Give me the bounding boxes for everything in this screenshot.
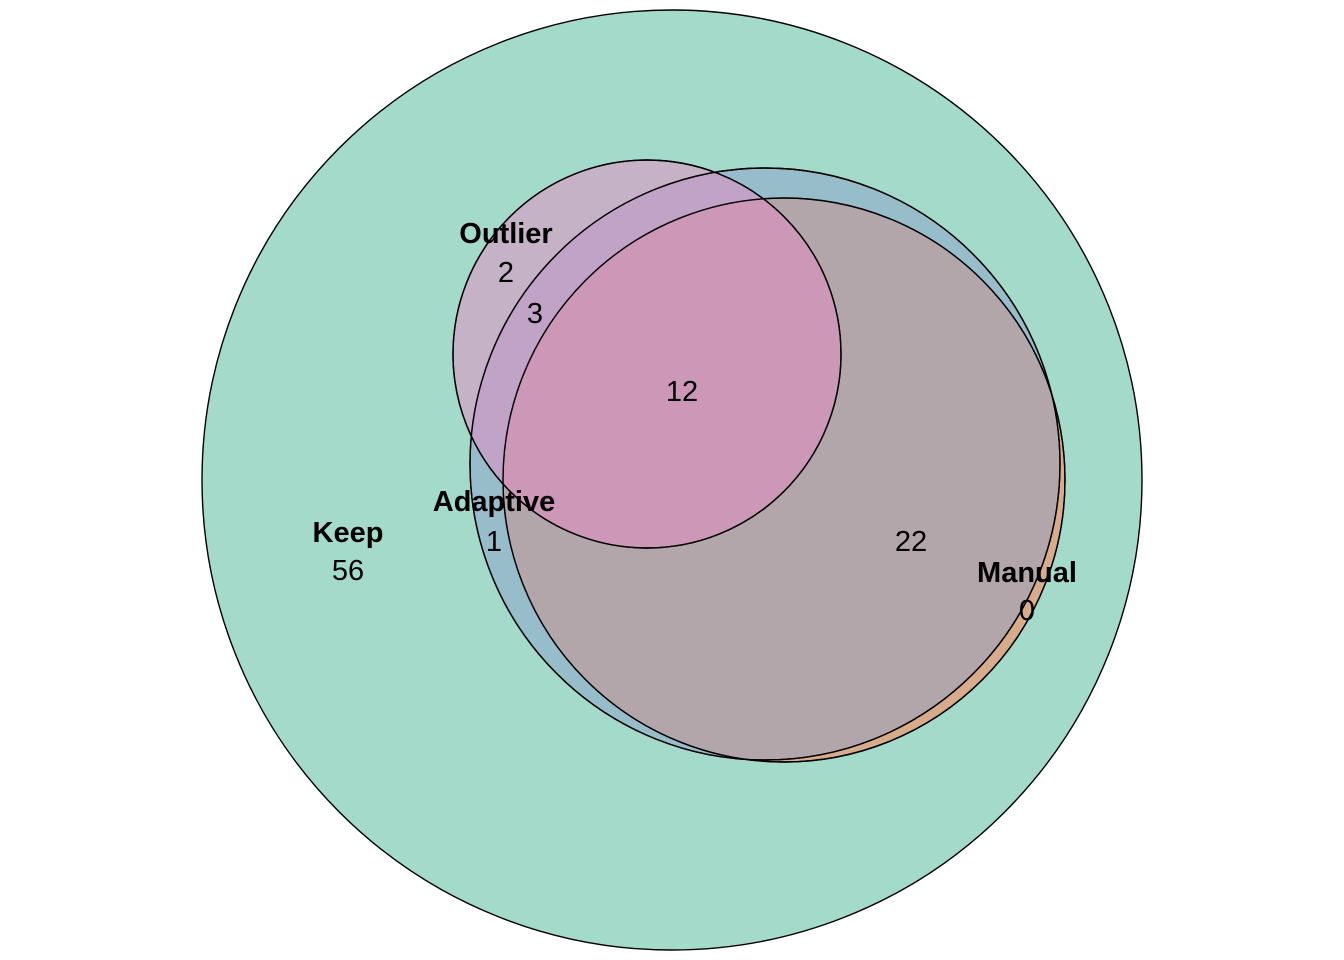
set-label-manual: Manual xyxy=(977,557,1077,589)
set-manual-outline xyxy=(502,197,1066,763)
count-outlier-adaptive: 3 xyxy=(527,298,543,330)
count-outlier-only: 2 xyxy=(498,257,514,289)
count-adaptive-only: 1 xyxy=(486,526,502,558)
count-adaptive-manual: 22 xyxy=(895,526,927,558)
count-manual-only: 0 xyxy=(1019,595,1035,627)
set-label-adaptive: Adaptive xyxy=(433,486,555,518)
set-outlier-outline xyxy=(452,159,842,549)
count-outlier-adaptive-manual: 12 xyxy=(666,376,698,408)
count-keep-only: 56 xyxy=(332,555,364,587)
set-label-keep: Keep xyxy=(313,517,384,549)
set-label-outlier: Outlier xyxy=(459,218,552,250)
set-adaptive-outline xyxy=(469,167,1061,761)
